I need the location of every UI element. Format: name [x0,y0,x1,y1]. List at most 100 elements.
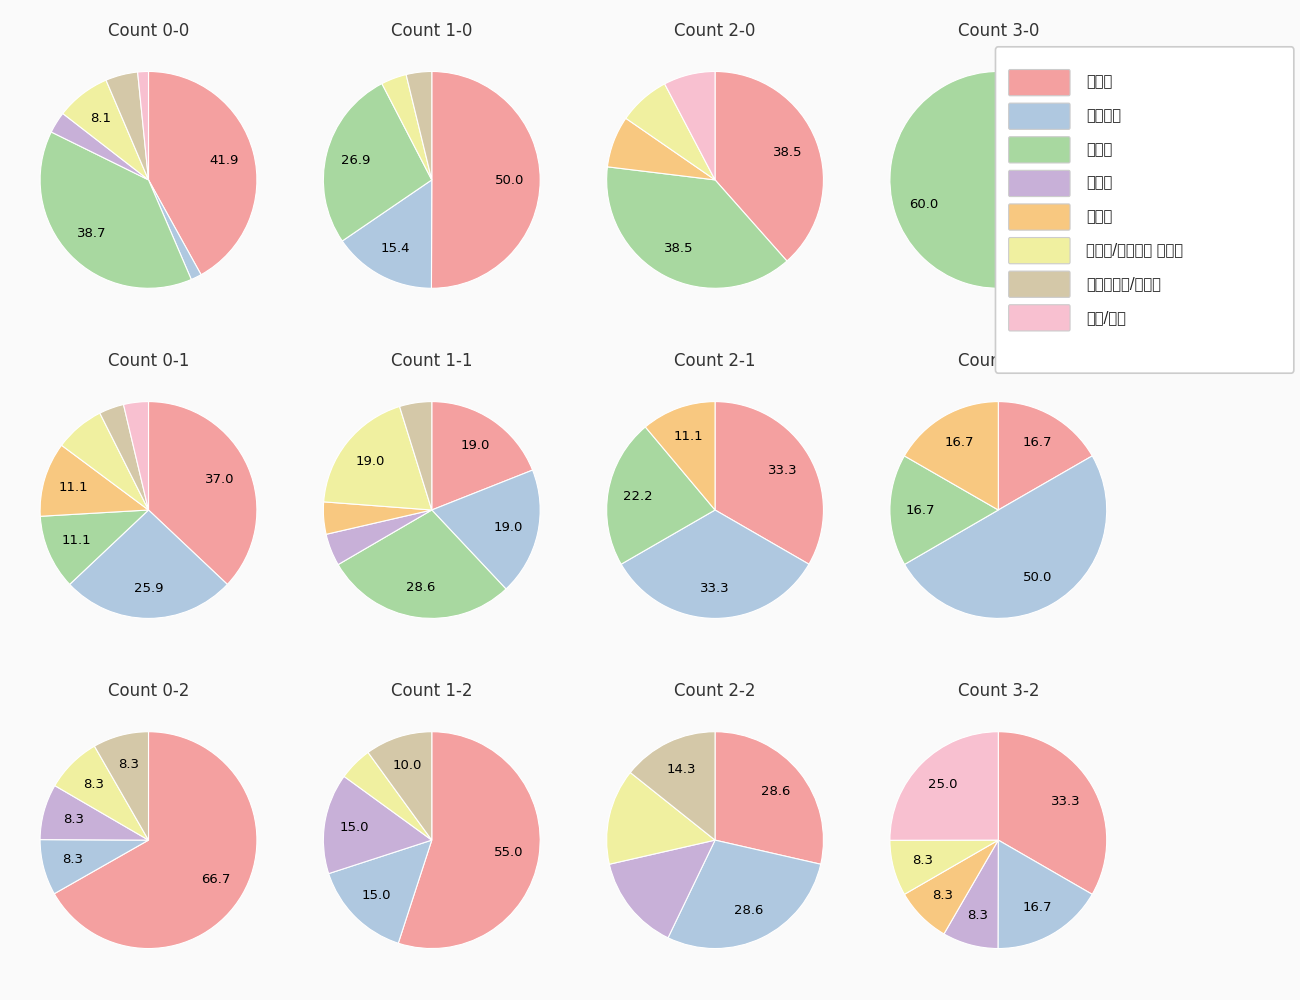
Text: 8.3: 8.3 [62,813,83,826]
Text: 28.6: 28.6 [762,785,790,798]
Text: 50.0: 50.0 [1023,571,1052,584]
Wedge shape [406,71,432,180]
Wedge shape [715,71,823,261]
Wedge shape [40,510,148,584]
Title: Count 2-1: Count 2-1 [675,352,755,370]
Wedge shape [432,470,541,589]
Wedge shape [891,732,998,840]
FancyBboxPatch shape [996,47,1294,373]
Wedge shape [324,406,432,510]
FancyBboxPatch shape [1009,305,1070,331]
Wedge shape [715,402,823,564]
Text: 33.3: 33.3 [768,464,797,477]
Wedge shape [398,732,541,949]
Text: 26.9: 26.9 [342,154,370,167]
Wedge shape [40,445,148,516]
Text: 40.0: 40.0 [1058,149,1087,162]
Wedge shape [107,72,148,180]
Text: ボール: ボール [1087,75,1113,90]
Wedge shape [100,405,148,510]
Wedge shape [664,71,715,180]
Text: 8.3: 8.3 [62,853,83,866]
Text: 8.3: 8.3 [118,758,139,771]
Wedge shape [630,732,715,840]
Title: Count 2-2: Count 2-2 [675,682,755,700]
Wedge shape [338,510,506,618]
Wedge shape [55,732,257,949]
FancyBboxPatch shape [1009,103,1070,129]
Wedge shape [607,167,786,288]
Text: 16.7: 16.7 [1023,436,1052,449]
Title: Count 1-0: Count 1-0 [391,22,472,40]
Text: 10.0: 10.0 [393,759,422,772]
Wedge shape [998,402,1092,510]
Wedge shape [645,402,715,510]
Text: 空振り: 空振り [1087,175,1113,190]
Wedge shape [138,71,148,180]
Text: フライ/ライナー アウト: フライ/ライナー アウト [1087,242,1183,257]
Text: 25.0: 25.0 [928,778,958,791]
Text: 11.1: 11.1 [673,430,703,443]
Text: 11.1: 11.1 [58,481,88,494]
Title: Count 3-0: Count 3-0 [958,22,1039,40]
Title: Count 3-1: Count 3-1 [958,352,1039,370]
Wedge shape [148,180,202,279]
Text: 16.7: 16.7 [906,504,935,517]
Text: 15.4: 15.4 [381,242,410,255]
Text: 38.5: 38.5 [664,242,693,255]
FancyBboxPatch shape [1009,238,1070,264]
Text: ファウル: ファウル [1087,108,1121,123]
Wedge shape [621,510,809,618]
Wedge shape [944,840,998,949]
Wedge shape [891,840,998,894]
FancyBboxPatch shape [1009,170,1070,197]
Wedge shape [62,80,148,180]
Title: Count 3-2: Count 3-2 [958,682,1039,700]
Wedge shape [382,75,432,180]
Wedge shape [329,840,432,943]
Wedge shape [905,840,998,934]
Wedge shape [715,732,823,864]
Wedge shape [607,427,715,564]
Text: 60.0: 60.0 [910,198,939,211]
Wedge shape [95,732,148,840]
Title: Count 0-0: Count 0-0 [108,22,188,40]
Text: 38.7: 38.7 [77,227,107,240]
Wedge shape [342,180,432,288]
Title: Count 0-1: Count 0-1 [108,352,190,370]
Wedge shape [905,456,1106,618]
Text: 55.0: 55.0 [494,846,524,859]
Text: 15.0: 15.0 [361,889,391,902]
Wedge shape [40,132,191,288]
Text: 28.6: 28.6 [734,904,763,917]
Wedge shape [998,71,1106,268]
Wedge shape [432,71,541,288]
Wedge shape [668,840,820,949]
Wedge shape [891,456,998,564]
Text: ヒット: ヒット [1087,209,1113,224]
Text: 8.3: 8.3 [83,778,104,791]
Wedge shape [124,402,148,510]
Text: 66.7: 66.7 [202,873,230,886]
Text: 8.3: 8.3 [913,854,933,867]
Title: Count 1-2: Count 1-2 [391,682,472,700]
Text: 16.7: 16.7 [945,436,974,449]
FancyBboxPatch shape [1009,70,1070,96]
Text: 14.3: 14.3 [667,763,696,776]
Wedge shape [324,502,432,534]
FancyBboxPatch shape [1009,271,1070,297]
Text: 11.1: 11.1 [62,534,92,547]
Text: 28.6: 28.6 [406,581,436,594]
Wedge shape [625,84,715,180]
Text: 38.5: 38.5 [774,146,803,159]
FancyBboxPatch shape [1009,204,1070,230]
Wedge shape [998,840,1092,949]
Wedge shape [607,118,715,180]
Wedge shape [905,402,998,510]
Wedge shape [399,402,432,510]
Wedge shape [891,71,1062,288]
Wedge shape [61,413,148,510]
Text: ゴロアウト/エラー: ゴロアウト/エラー [1087,276,1161,291]
Title: Count 1-1: Count 1-1 [391,352,472,370]
Wedge shape [55,746,148,840]
